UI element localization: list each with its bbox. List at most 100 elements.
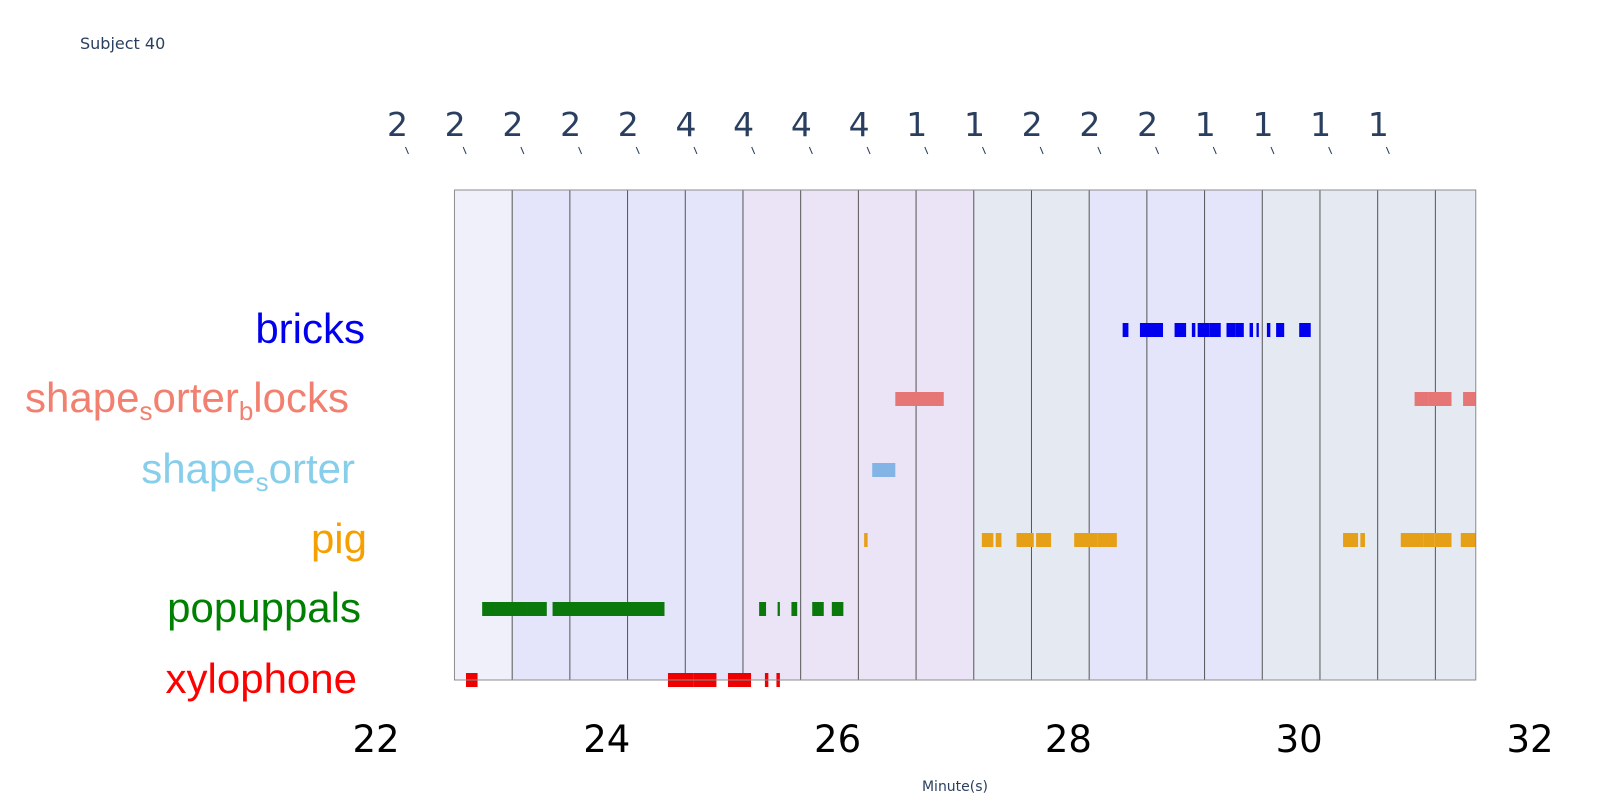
band-label-16: 1 xyxy=(1310,105,1331,144)
x-tick-3: 28 xyxy=(1045,718,1092,761)
band-label-tick-15 xyxy=(1270,146,1275,155)
bricks-event-10 xyxy=(1256,323,1259,337)
bricks-event-7 xyxy=(1226,323,1236,337)
bricks-event-5 xyxy=(1197,323,1210,337)
band-label-10: 1 xyxy=(964,105,985,144)
pig-event-2 xyxy=(995,533,1002,547)
pig-event-5 xyxy=(1074,533,1098,547)
band-label-5: 4 xyxy=(675,105,696,144)
plot-frame xyxy=(453,189,1477,681)
popuppals-event-9 xyxy=(831,602,844,616)
band-12 xyxy=(1146,190,1205,680)
band-label-8: 4 xyxy=(849,105,870,144)
shape_sorter_blocks-event-3 xyxy=(1463,392,1476,406)
bricks-event-3 xyxy=(1174,323,1187,337)
shape_sorter_blocks-event-1 xyxy=(1414,392,1429,406)
band-label-tick-4 xyxy=(635,146,640,155)
pig-event-4 xyxy=(1036,533,1052,547)
band-8 xyxy=(916,190,974,680)
band-label-9: 1 xyxy=(906,105,927,144)
category-label-bricks: bricks xyxy=(255,305,365,352)
bricks-event-12 xyxy=(1276,323,1285,337)
x-tick-1: 24 xyxy=(583,718,630,761)
band-label-11: 2 xyxy=(1022,105,1043,144)
x-tick-4: 30 xyxy=(1276,718,1323,761)
category-label-shape_sorter: shapesorter xyxy=(141,445,355,497)
band-label-2: 2 xyxy=(502,105,523,144)
band-13 xyxy=(1204,190,1263,680)
pig-event-3 xyxy=(1016,533,1034,547)
x-tick-2: 26 xyxy=(814,718,861,761)
pig-event-9 xyxy=(1400,533,1424,547)
category-label-popuppals: popuppals xyxy=(167,584,361,631)
x-tick-layer: 22 24 26 28 30 32 xyxy=(352,718,1553,761)
bricks-event-6 xyxy=(1209,323,1221,337)
band-label-3: 2 xyxy=(560,105,581,144)
band-10 xyxy=(1031,190,1090,680)
popuppals-event-0 xyxy=(482,602,527,616)
band-6 xyxy=(800,190,859,680)
band-label-tick-12 xyxy=(1097,146,1102,155)
shape_sorter-event-0 xyxy=(872,463,896,477)
popuppals-event-3 xyxy=(589,602,628,616)
band-layer xyxy=(454,190,1476,680)
band-label-tick-13 xyxy=(1155,146,1160,155)
pig-event-12 xyxy=(1460,533,1476,547)
pig-event-8 xyxy=(1360,533,1365,547)
popuppals-event-4 xyxy=(627,602,665,616)
band-label-tick-1 xyxy=(462,146,467,155)
band-label-4: 2 xyxy=(618,105,639,144)
popuppals-event-7 xyxy=(791,602,798,616)
band-label-6: 4 xyxy=(733,105,754,144)
popuppals-event-8 xyxy=(812,602,824,616)
band-label-tick-16 xyxy=(1328,146,1333,155)
pig-event-11 xyxy=(1434,533,1452,547)
band-5 xyxy=(742,190,801,680)
band-11 xyxy=(1089,190,1147,680)
popuppals-event-1 xyxy=(526,602,547,616)
bricks-event-9 xyxy=(1249,323,1254,337)
x-tick-0: 22 xyxy=(352,718,399,761)
pig-event-1 xyxy=(981,533,994,547)
band-label-tick-5 xyxy=(693,146,698,155)
band-label-tick-14 xyxy=(1212,146,1217,155)
band-label-12: 2 xyxy=(1079,105,1100,144)
band-label-tick-10 xyxy=(982,146,986,155)
band-label-17: 1 xyxy=(1368,105,1389,144)
band-9 xyxy=(973,190,1032,680)
band-1 xyxy=(512,190,570,680)
bricks-event-1 xyxy=(1139,323,1152,337)
x-axis-title: Minute(s) xyxy=(922,779,988,795)
pig-event-10 xyxy=(1423,533,1435,547)
band-16 xyxy=(1377,190,1436,680)
band-15 xyxy=(1319,190,1378,680)
band-3 xyxy=(627,190,686,680)
bricks-event-8 xyxy=(1235,323,1244,337)
band-label-7: 4 xyxy=(791,105,812,144)
band-7 xyxy=(858,190,917,680)
band-label-tick-7 xyxy=(808,146,813,155)
bricks-event-13 xyxy=(1299,323,1311,337)
shape_sorter_blocks-event-2 xyxy=(1428,392,1452,406)
band-label-tick-17 xyxy=(1385,146,1390,155)
band-2 xyxy=(569,190,628,680)
band-label-15: 1 xyxy=(1252,105,1273,144)
band-label-tick-9 xyxy=(924,146,929,155)
category-label-layer: bricks shapesorterblocks shapesorter pig pop… xyxy=(25,305,367,702)
category-label-pig: pig xyxy=(311,515,367,562)
bricks-event-0 xyxy=(1122,323,1129,337)
category-label-xylophone: xylophone xyxy=(166,655,357,702)
band-label-tick-6 xyxy=(751,146,756,155)
band-0 xyxy=(454,190,513,680)
shape_sorter_blocks-event-0 xyxy=(895,392,944,406)
category-label-shape_sorter_blocks: shapesorterblocks xyxy=(25,374,349,426)
band-4 xyxy=(685,190,743,680)
band-label-tick-8 xyxy=(866,146,871,155)
pig-event-0 xyxy=(864,533,868,547)
band-label-13: 2 xyxy=(1137,105,1158,144)
pig-event-7 xyxy=(1343,533,1359,547)
band-label-tick-3 xyxy=(578,146,583,155)
band-label-0: 2 xyxy=(387,105,408,144)
